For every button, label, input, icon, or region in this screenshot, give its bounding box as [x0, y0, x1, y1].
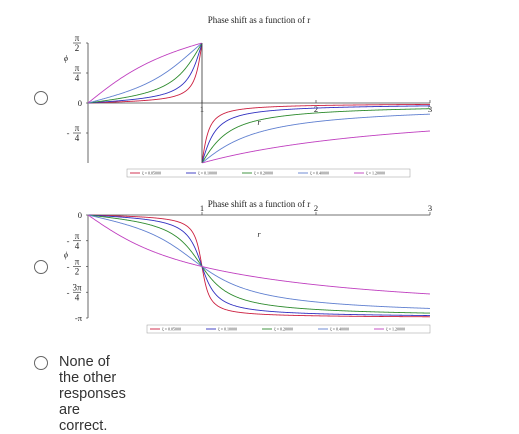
- plot-title: Phase shift as a function of r: [208, 199, 310, 209]
- y-tick-label: - π4: [67, 231, 81, 251]
- svg-text:4: 4: [75, 133, 80, 143]
- y-tick-label: 0: [78, 210, 82, 220]
- svg-text:-: -: [67, 287, 70, 297]
- legend-entry: ξ = 1.20000: [366, 171, 385, 176]
- y-tick-label: π2: [73, 33, 81, 53]
- radio-button-option-none[interactable]: [34, 356, 48, 370]
- series-line: [87, 42, 431, 164]
- series-line: [87, 45, 430, 161]
- legend-entry: ξ = 0.05000: [142, 171, 161, 176]
- legend-entry: ξ = 0.05000: [162, 327, 181, 332]
- svg-text:4: 4: [75, 292, 80, 302]
- legend-entry: ξ = 1.20000: [386, 327, 405, 332]
- series-line: [87, 214, 431, 316]
- legend-entry: ξ = 0.10000: [198, 171, 217, 176]
- series-line: [87, 214, 431, 309]
- svg-text:3π: 3π: [72, 282, 82, 292]
- y-tick-label: -3π4: [67, 282, 82, 302]
- series-line: [87, 214, 431, 314]
- svg-text:-: -: [67, 128, 70, 138]
- legend-entry: ξ = 0.20000: [274, 327, 293, 332]
- y-tick-label: - π2: [67, 257, 81, 277]
- svg-text:π: π: [75, 257, 80, 267]
- y-axis-label: ϕ: [64, 54, 68, 63]
- series-line: [87, 44, 430, 162]
- y-tick-label: 0: [78, 98, 82, 108]
- svg-text:π: π: [75, 123, 80, 133]
- plot-title: Phase shift as a function of r: [208, 15, 310, 25]
- svg-text:4: 4: [75, 73, 80, 83]
- x-tick-label: 2: [314, 203, 318, 213]
- svg-text:0: 0: [78, 98, 82, 108]
- legend: ξ = 0.05000 ξ = 0.10000 ξ = 0.20000 ξ = 0.4…: [146, 324, 431, 334]
- svg-text:π: π: [75, 63, 80, 73]
- svg-text:-: -: [67, 236, 70, 246]
- legend: ξ = 0.05000 ξ = 0.10000 ξ = 0.20000 ξ = 0.4…: [126, 168, 411, 178]
- legend-entry: ξ = 0.40000: [330, 327, 349, 332]
- y-tick-label: -π: [75, 313, 83, 323]
- series-line: [87, 42, 431, 164]
- y-axis-label: ϕ: [64, 251, 68, 260]
- series-line: [87, 214, 431, 295]
- svg-text:-π: -π: [75, 313, 83, 323]
- legend-entry: ξ = 0.20000: [254, 171, 273, 176]
- svg-text:2: 2: [75, 267, 80, 277]
- svg-text:2: 2: [75, 43, 80, 53]
- x-axis-label: r: [257, 230, 261, 239]
- x-tick-label: 1: [200, 203, 204, 213]
- svg-text:π: π: [75, 33, 80, 43]
- x-tick-label: 3: [428, 203, 432, 213]
- y-tick-label: - π4: [67, 123, 81, 143]
- series-line: [87, 214, 430, 318]
- svg-text:-: -: [67, 262, 70, 272]
- y-tick-label: π4: [73, 63, 81, 83]
- legend-entry: ξ = 0.10000: [218, 327, 237, 332]
- legend-entry: ξ = 0.40000: [310, 171, 329, 176]
- x-axis-label: r: [257, 118, 261, 127]
- none-option-label[interactable]: None of the other responses are correct.: [59, 354, 126, 434]
- radio-button-option-1[interactable]: [34, 91, 48, 105]
- svg-text:4: 4: [75, 241, 80, 251]
- x-tick-label: 2: [314, 104, 318, 114]
- svg-text:0: 0: [78, 210, 82, 220]
- series-line: [87, 43, 430, 163]
- radio-button-option-2[interactable]: [34, 260, 48, 274]
- svg-text:π: π: [75, 231, 80, 241]
